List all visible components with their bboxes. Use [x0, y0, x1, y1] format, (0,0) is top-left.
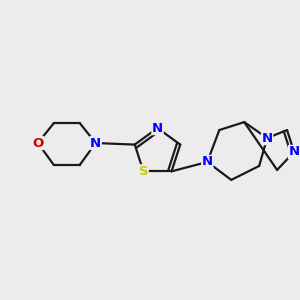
Text: N: N: [152, 122, 163, 135]
Text: O: O: [32, 136, 44, 149]
Text: N: N: [202, 155, 213, 169]
Text: S: S: [139, 165, 148, 178]
Text: N: N: [262, 131, 273, 145]
Text: N: N: [289, 146, 300, 158]
Text: N: N: [90, 136, 101, 149]
